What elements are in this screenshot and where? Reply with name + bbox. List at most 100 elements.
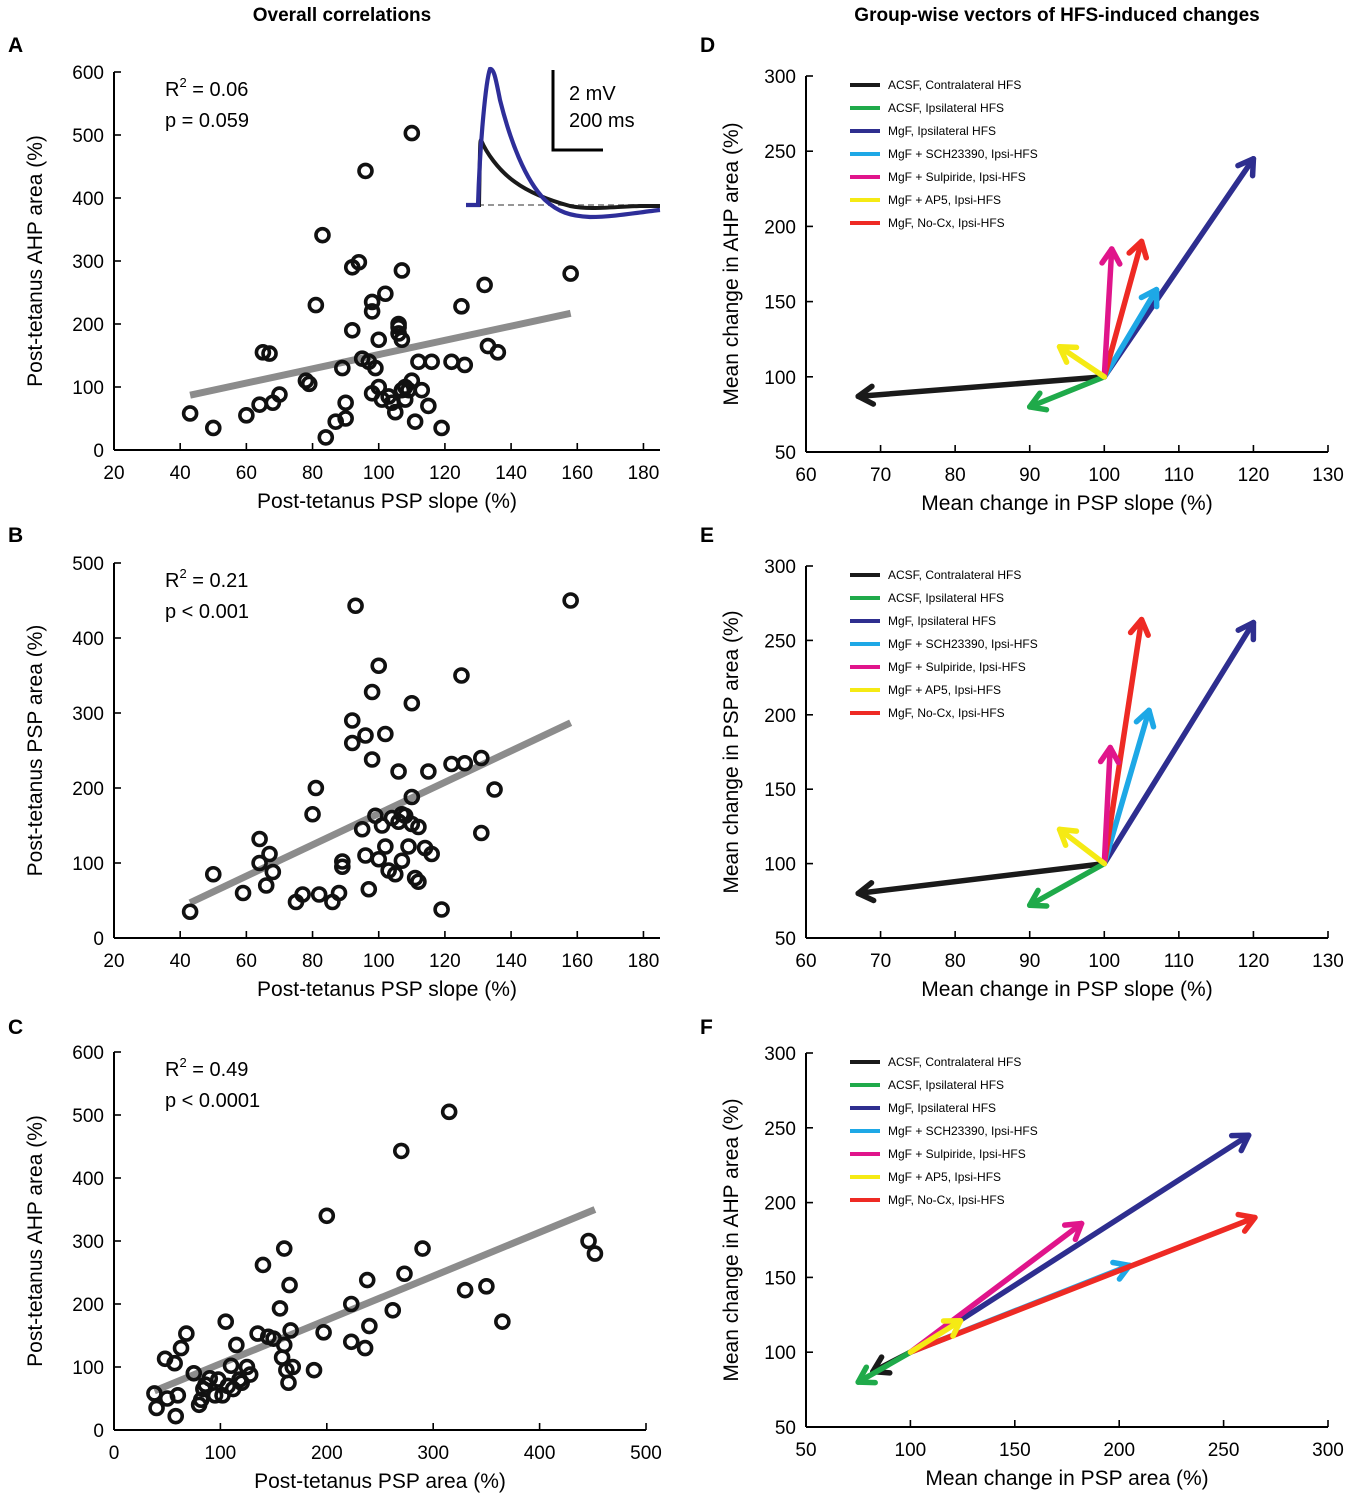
y-tick-label: 250 [764, 631, 796, 652]
y-tick-label: 100 [72, 854, 104, 875]
data-point [275, 1336, 293, 1354]
data-point [337, 410, 354, 427]
x-tick-label: 100 [363, 463, 395, 484]
panel-c: 0 100 200 300 400 500 0 100 200 300 400 500 600 Post-… [8, 1016, 662, 1493]
x-tick-label: 100 [1088, 465, 1120, 486]
x-axis-label: Mean change in PSP area (%) [925, 1467, 1208, 1490]
x-tick-label: 90 [1019, 465, 1040, 486]
vector-head [1127, 616, 1151, 638]
data-point [241, 1366, 259, 1383]
data-point [456, 1281, 474, 1299]
data-point [403, 124, 421, 142]
data-point [264, 863, 282, 881]
x-tick-label: 40 [170, 951, 191, 972]
data-point [204, 419, 222, 437]
panel-f: 50 100 150 200 250 300 50 100 150 200 250 300 Mean c… [700, 1016, 1344, 1490]
legend-label: MgF + Sulpiride, Ipsi-HFS [888, 660, 1026, 674]
r-squared-sup: 2 [179, 566, 186, 581]
vector-head [1133, 707, 1157, 730]
y-tick-label: 600 [72, 1043, 104, 1064]
legend-label: MgF + SCH23390, Ipsi-HFS [888, 1124, 1038, 1138]
y-axis-label: Mean change in PSP area (%) [720, 610, 743, 893]
data-point [386, 865, 404, 883]
vector-shaft [1026, 374, 1108, 410]
y-axis-label: Mean change in AHP area (%) [720, 1098, 743, 1381]
data-point [396, 391, 414, 408]
r-squared-value: = 0.06 [187, 79, 249, 101]
y-tick-label: 300 [764, 67, 796, 88]
y-tick-label: 200 [764, 706, 796, 727]
fit-line [153, 1206, 597, 1395]
data-point [396, 1265, 413, 1283]
fit-line [189, 309, 572, 399]
x-tick-label: 200 [311, 1443, 343, 1464]
data-point [334, 853, 351, 870]
data-point [370, 657, 388, 675]
data-point [393, 331, 411, 349]
legend-label: MgF + SCH23390, Ipsi-HFS [888, 637, 1038, 651]
y-tick-label: 100 [764, 368, 796, 389]
data-point [337, 394, 354, 412]
panel-letter: B [8, 524, 23, 547]
x-tick-label: 60 [795, 951, 816, 972]
data-point [300, 375, 318, 393]
legend-label: ACSF, Contralateral HFS [888, 1055, 1021, 1069]
x-tick-label: 120 [429, 463, 461, 484]
panel-letter: A [8, 34, 23, 57]
y-tick-label: 200 [72, 315, 104, 336]
vector-shaft [907, 1318, 964, 1355]
data-point [403, 694, 421, 712]
vector-head [1026, 887, 1050, 909]
data-point [271, 1300, 289, 1317]
x-tick-label: 300 [417, 1443, 449, 1464]
inset-traces [466, 66, 661, 220]
data-point [370, 331, 388, 349]
vector-shaft [1026, 860, 1108, 909]
data-point [234, 884, 252, 902]
data-point [318, 1207, 336, 1225]
data-point [181, 903, 199, 921]
x-tick-label: 60 [236, 951, 257, 972]
data-point [403, 372, 421, 390]
y-tick-label: 400 [72, 629, 104, 650]
y-tick-label: 50 [775, 929, 796, 950]
vector-head [1099, 246, 1123, 267]
data-point [233, 1374, 250, 1392]
y-tick-label: 300 [72, 1232, 104, 1253]
vector-shaft [1101, 238, 1145, 380]
x-tick-label: 50 [795, 1440, 816, 1461]
x-tick-label: 130 [1312, 465, 1344, 486]
panels: 20 40 60 80 100 120 140 160 18001002003004005006… [8, 34, 1344, 1493]
r-squared-value: = 0.21 [187, 570, 249, 592]
data-point [305, 1361, 323, 1379]
y-tick-label: 50 [775, 1418, 796, 1439]
data-point [310, 886, 328, 903]
x-tick-label: 0 [109, 1443, 120, 1464]
x-axis-label: Mean change in PSP slope (%) [921, 492, 1212, 515]
x-tick-label: 20 [103, 951, 124, 972]
legend-label: ACSF, Ipsilateral HFS [888, 101, 1004, 115]
legend-label: MgF + SCH23390, Ipsi-HFS [888, 147, 1038, 161]
y-tick-label: 400 [72, 189, 104, 210]
data-point [489, 344, 507, 361]
x-tick-label: 100 [363, 951, 395, 972]
legend-label: ACSF, Contralateral HFS [888, 78, 1021, 92]
x-tick-label: 180 [628, 463, 660, 484]
vector-head [1126, 238, 1150, 261]
x-axis-label: Mean change in PSP slope (%) [921, 978, 1212, 1001]
data-point [217, 1313, 235, 1330]
data-point [206, 1387, 224, 1404]
vector-shaft [1056, 343, 1108, 380]
r-squared-label: R2 = 0.21 [165, 566, 248, 592]
data-point [423, 353, 440, 371]
x-tick-label: 40 [170, 463, 191, 484]
data-point [185, 1365, 203, 1382]
data-point [562, 592, 579, 609]
vector-shaft [907, 1132, 1252, 1355]
y-tick-label: 200 [764, 217, 796, 238]
data-point [167, 1407, 185, 1425]
x-tick-label: 160 [561, 951, 593, 972]
x-tick-label: 400 [524, 1443, 556, 1464]
x-tick-label: 80 [945, 465, 966, 486]
